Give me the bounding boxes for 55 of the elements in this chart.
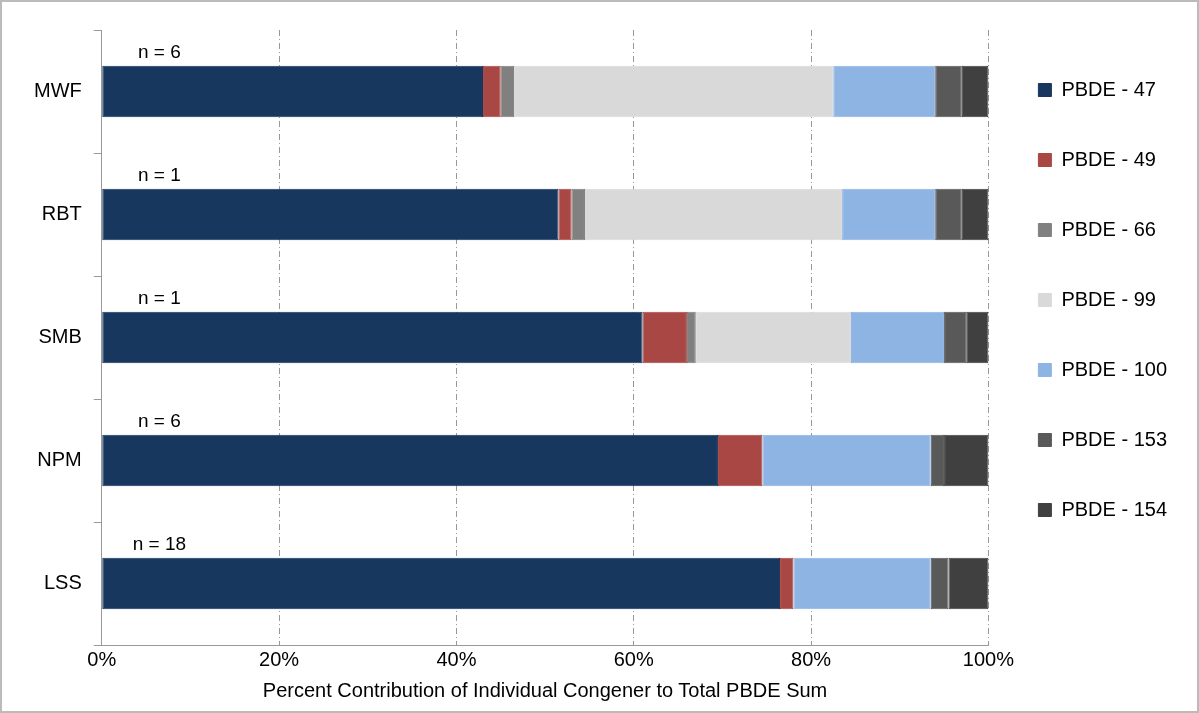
bar (717, 434, 763, 487)
x-tick-label: 20% (259, 647, 300, 670)
annotation: n = 1 (137, 287, 181, 309)
bar (961, 65, 989, 118)
bar (686, 311, 696, 364)
bar (966, 311, 989, 364)
x-tick-label: 40% (436, 647, 477, 670)
bar (793, 557, 931, 610)
bar (850, 311, 945, 364)
bar (930, 557, 949, 610)
bar (930, 434, 945, 487)
y-tick-label: SMB (38, 325, 82, 348)
legend-label: PBDE - 154 (1061, 497, 1167, 520)
annotation: n = 6 (137, 410, 181, 432)
x-tick-label: 100% (962, 647, 1015, 670)
bar (102, 557, 781, 610)
bar (961, 188, 989, 241)
y-tick-label: NPM (37, 448, 82, 471)
bar (584, 188, 843, 241)
legend-label: PBDE - 153 (1061, 427, 1167, 450)
bar (762, 434, 931, 487)
bar (944, 311, 967, 364)
legend-label: PBDE - 99 (1061, 287, 1156, 310)
bar (102, 65, 484, 118)
bar (833, 65, 936, 118)
bar (483, 65, 501, 118)
bar (102, 188, 559, 241)
x-tick-label: 0% (87, 647, 117, 670)
y-tick-label: MWF (33, 79, 82, 102)
bar (935, 188, 962, 241)
y-tick-label: RBT (41, 202, 82, 225)
annotation: n = 1 (137, 164, 181, 186)
bar (102, 434, 718, 487)
bar (842, 188, 936, 241)
legend-label: PBDE - 49 (1061, 147, 1156, 170)
annotation: n = 6 (137, 41, 181, 63)
bar (571, 188, 585, 241)
bar (935, 65, 962, 118)
y-tick-label: LSS (43, 571, 82, 594)
annotation: n = 18 (132, 533, 187, 555)
legend-label: PBDE - 100 (1061, 357, 1167, 380)
bar (642, 311, 687, 364)
x-axis-title: Percent Contribution of Individual Congener to Total PBDE Sum (262, 678, 828, 701)
legend-label: PBDE - 47 (1061, 77, 1156, 100)
bar (558, 188, 572, 241)
x-tick-label: 80% (791, 647, 832, 670)
bar (500, 65, 515, 118)
bar (948, 557, 989, 610)
x-tick-label: 60% (613, 647, 654, 670)
bar (695, 311, 851, 364)
bar (102, 311, 643, 364)
bar (944, 434, 989, 487)
bar (780, 557, 794, 610)
bar (514, 65, 834, 118)
legend-label: PBDE - 66 (1061, 217, 1156, 240)
